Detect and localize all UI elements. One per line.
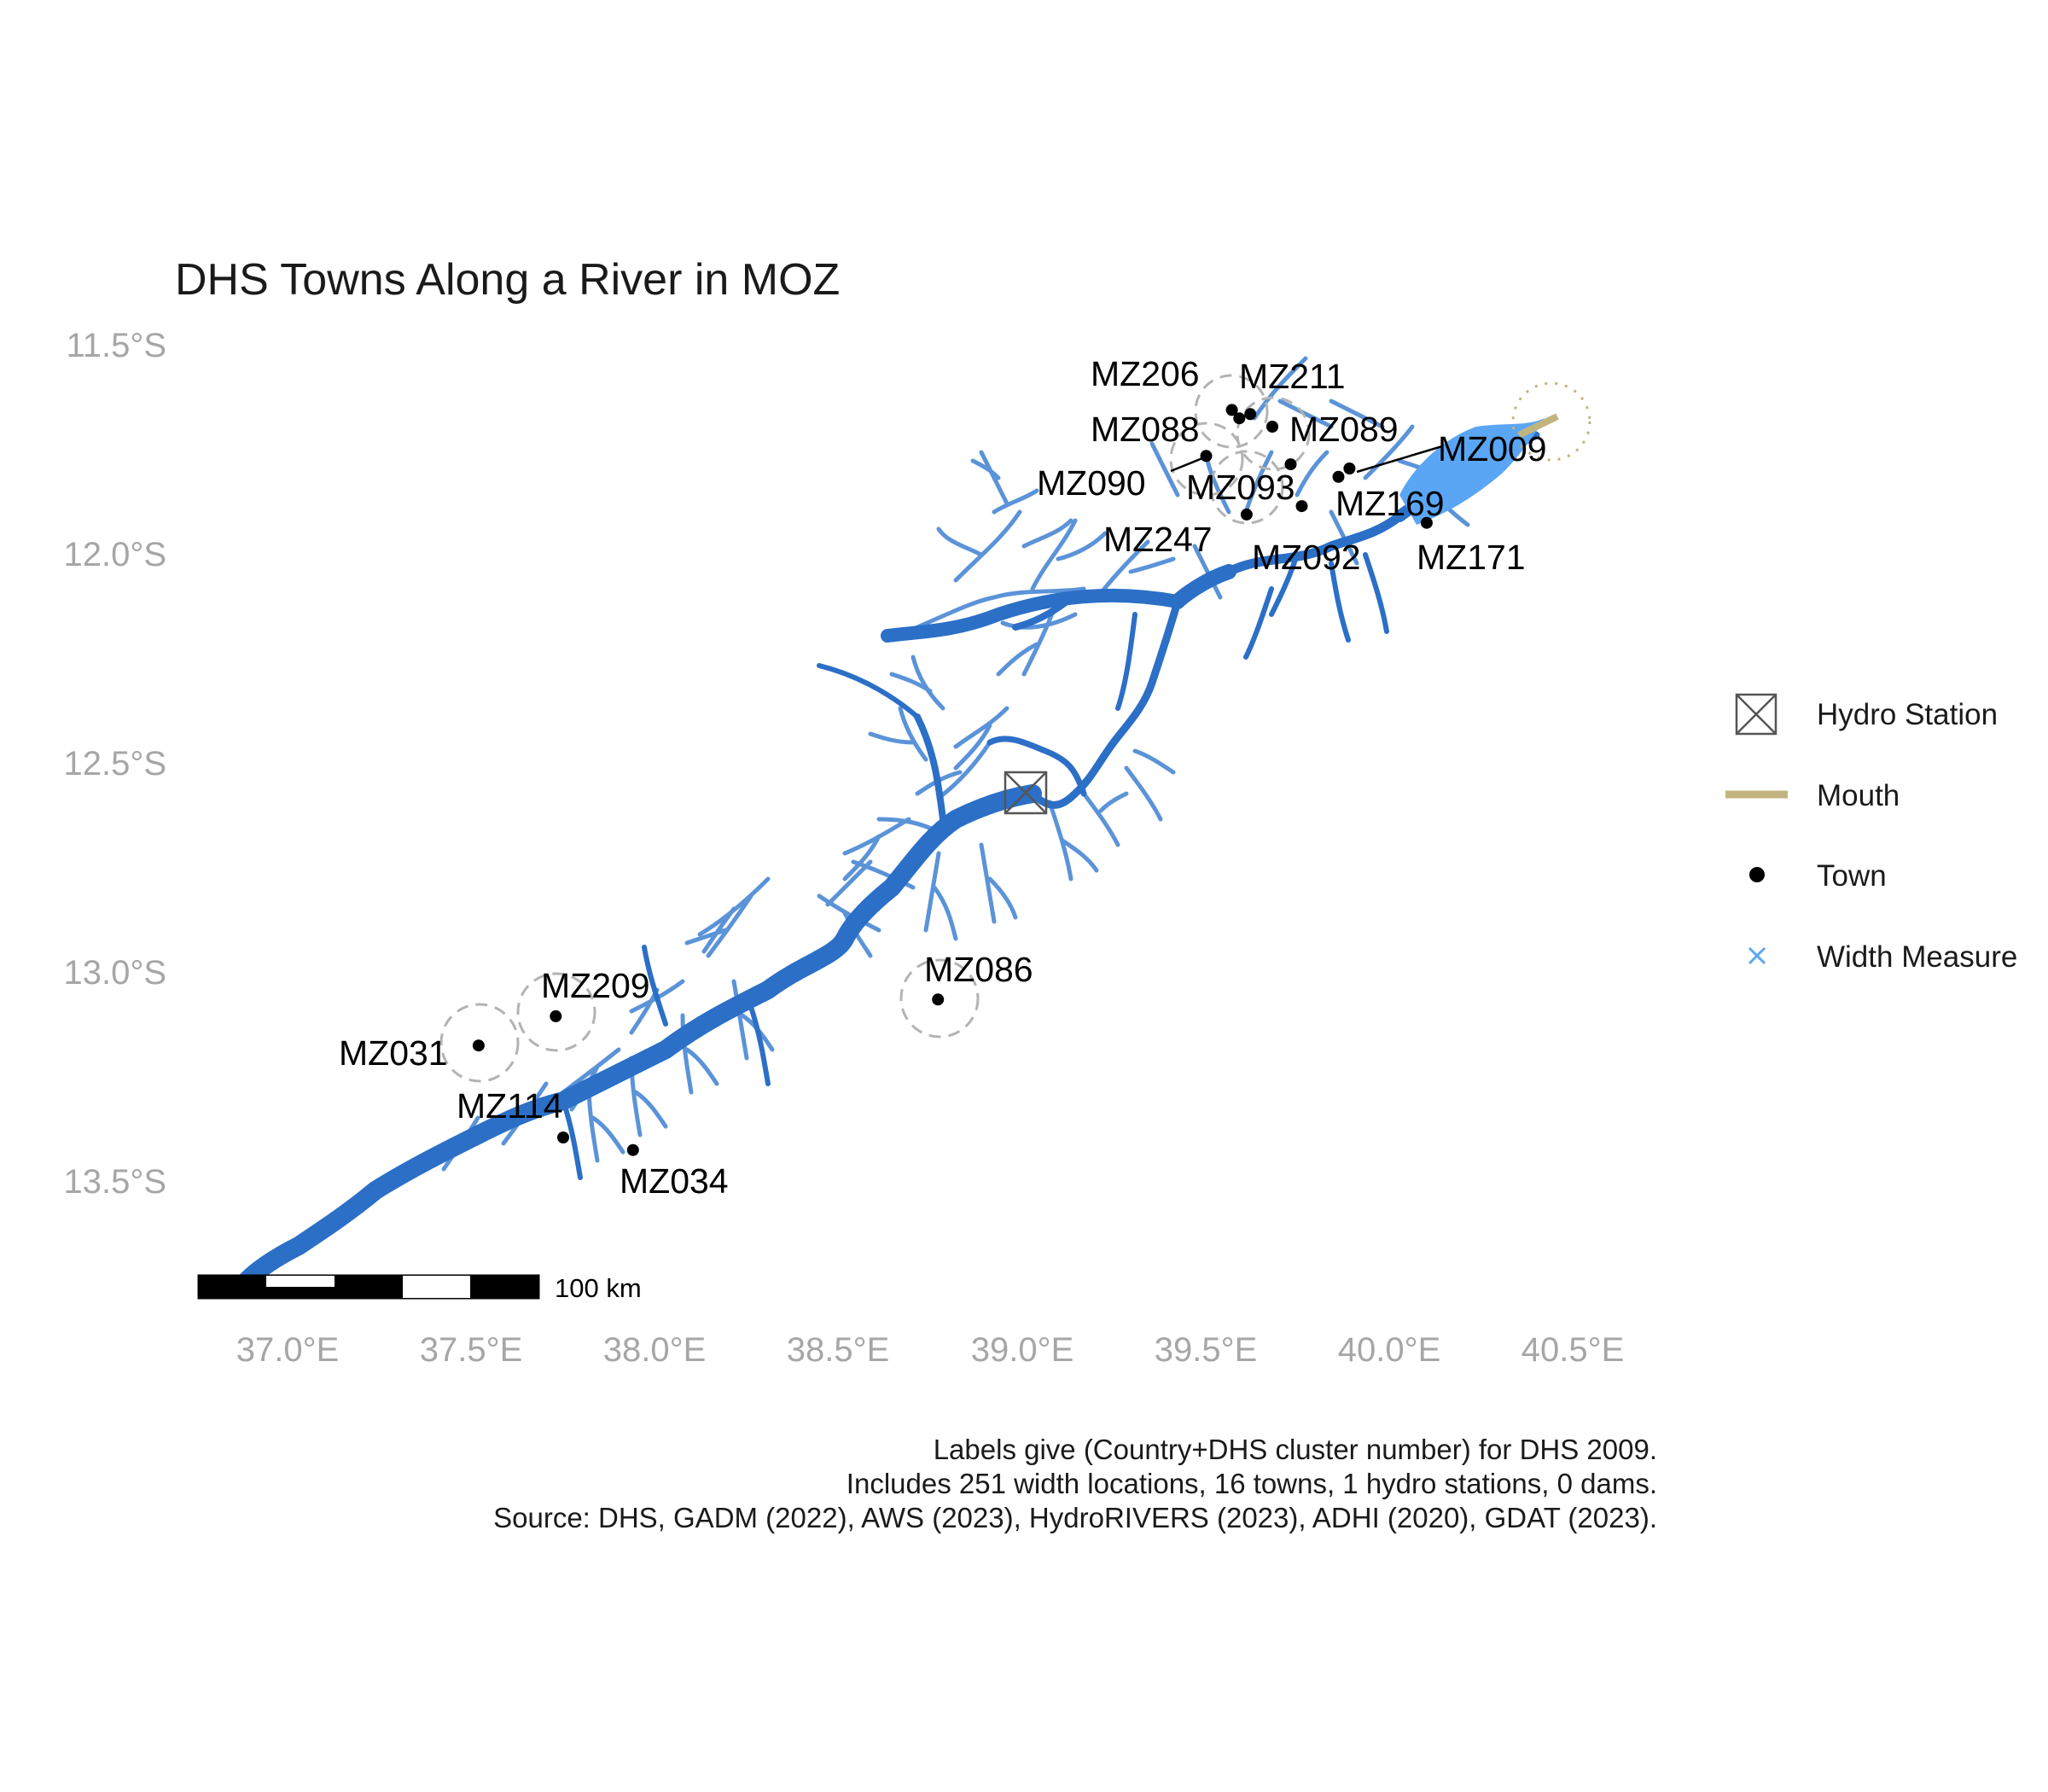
town-label-mz092: MZ092 bbox=[1252, 538, 1361, 577]
town-label-mz247: MZ247 bbox=[1103, 520, 1213, 559]
lon-label: 40.5°E bbox=[1521, 1331, 1625, 1369]
lat-label: 13.0°S bbox=[63, 954, 166, 992]
town-point-mz211 bbox=[1244, 408, 1257, 421]
label-leader-lines bbox=[1170, 445, 1443, 474]
hydro-station-marker bbox=[1004, 771, 1048, 815]
town-point-mz209 bbox=[550, 1009, 562, 1022]
town-point-mz247 bbox=[1240, 508, 1253, 521]
town-label-mz206: MZ206 bbox=[1091, 354, 1200, 393]
town-label-mz089: MZ089 bbox=[1289, 410, 1399, 449]
town-point-mz171 bbox=[1420, 516, 1433, 529]
tributary-network bbox=[441, 356, 1470, 1172]
town-label-mz034: MZ034 bbox=[620, 1161, 729, 1201]
lon-label: 39.0°E bbox=[971, 1331, 1074, 1369]
town-label-mz031: MZ031 bbox=[339, 1033, 448, 1073]
lat-axis: 11.5°S 12.0°S 12.5°S 13.0°S 13.5°S bbox=[63, 327, 166, 1201]
town-point-mz089 bbox=[1266, 421, 1278, 433]
town-label-mz086: MZ086 bbox=[924, 950, 1033, 989]
legend-label-hydro-station: Hydro Station bbox=[1817, 698, 1998, 731]
width-measure-x-icon bbox=[1748, 946, 1766, 965]
town-point-mz092 bbox=[1295, 500, 1308, 513]
caption-line-3: Source: DHS, GADM (2022), AWS (2023), Hy… bbox=[493, 1502, 1657, 1533]
town-point-mz088 bbox=[1233, 412, 1246, 425]
town-point-mz034 bbox=[626, 1143, 639, 1156]
lon-label: 37.0°E bbox=[236, 1331, 340, 1369]
town-label-mz093: MZ093 bbox=[1186, 468, 1295, 507]
town-point-mz114 bbox=[557, 1132, 569, 1143]
lon-axis: 37.0°E 37.5°E 38.0°E 38.5°E 39.0°E 39.5°… bbox=[236, 1331, 1625, 1369]
lon-label: 38.0°E bbox=[603, 1331, 707, 1369]
legend-label-town: Town bbox=[1817, 859, 1887, 893]
towns-layer bbox=[472, 404, 1433, 1156]
width-measure-area bbox=[1399, 418, 1545, 525]
lon-label: 39.5°E bbox=[1155, 1331, 1258, 1369]
lat-label: 12.5°S bbox=[63, 745, 166, 783]
river-mouth bbox=[1511, 381, 1591, 462]
legend: Hydro Station Mouth Town Width Measure bbox=[1725, 693, 2017, 974]
lon-label: 38.5°E bbox=[787, 1331, 890, 1369]
caption-line-2: Includes 251 width locations, 16 towns, … bbox=[847, 1468, 1657, 1499]
legend-label-mouth: Mouth bbox=[1817, 779, 1900, 812]
lat-label: 12.0°S bbox=[63, 536, 166, 573]
town-label-mz171: MZ171 bbox=[1417, 538, 1526, 577]
town-label-mz209: MZ209 bbox=[541, 966, 650, 1005]
town-label-mz211: MZ211 bbox=[1239, 357, 1346, 396]
town-label-mz088: MZ088 bbox=[1091, 410, 1200, 449]
town-point-mz090 bbox=[1200, 450, 1213, 463]
scale-bar-label: 100 km bbox=[555, 1273, 642, 1303]
town-label-mz090: MZ090 bbox=[1037, 463, 1146, 503]
town-point-mz086 bbox=[932, 993, 945, 1006]
caption: Labels give (Country+DHS cluster number)… bbox=[493, 1434, 1657, 1533]
town-point-mz206 bbox=[1225, 404, 1238, 416]
lat-label: 11.5°S bbox=[66, 327, 166, 364]
town-dot-icon bbox=[1749, 867, 1765, 882]
scale-bar: 100 km bbox=[197, 1273, 642, 1303]
town-label-mz169: MZ169 bbox=[1335, 484, 1445, 523]
hydro-station-icon bbox=[1735, 693, 1777, 736]
town-label-mz009: MZ009 bbox=[1438, 429, 1547, 468]
caption-line-1: Labels give (Country+DHS cluster number)… bbox=[934, 1434, 1657, 1465]
town-labels: MZ206 MZ211 MZ088 MZ089 MZ009 MZ090 MZ09… bbox=[339, 354, 1547, 1201]
town-label-mz114: MZ114 bbox=[457, 1086, 563, 1126]
town-point-mz093 bbox=[1284, 458, 1297, 471]
town-buffer-circles bbox=[439, 374, 1311, 1083]
lat-label: 13.5°S bbox=[63, 1163, 166, 1201]
town-point-mz009 bbox=[1343, 463, 1356, 474]
map-title: DHS Towns Along a River in MOZ bbox=[175, 255, 840, 305]
lon-label: 37.5°E bbox=[420, 1331, 523, 1369]
town-point-mz169 bbox=[1332, 470, 1345, 483]
town-point-mz031 bbox=[472, 1039, 485, 1052]
main-river bbox=[238, 431, 1540, 1289]
legend-label-width-measure: Width Measure bbox=[1817, 940, 2017, 974]
lon-label: 40.0°E bbox=[1338, 1331, 1441, 1369]
